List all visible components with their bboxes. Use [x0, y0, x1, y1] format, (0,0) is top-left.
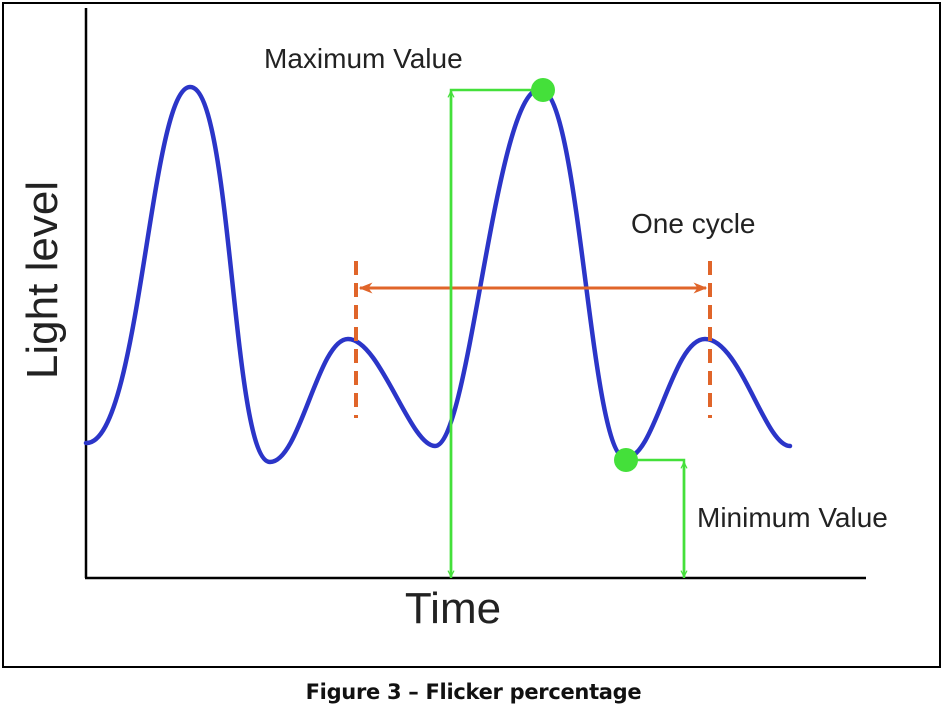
figure-caption: Figure 3 – Flicker percentage [305, 680, 642, 704]
y-axis-label: Light level [18, 181, 67, 379]
x-axis-label: Time [405, 584, 501, 633]
max-point [531, 78, 555, 102]
max-value-label: Maximum Value [264, 43, 463, 74]
max-leader-line [449, 88, 541, 578]
light-waveform [83, 84, 793, 465]
one-cycle-label: One cycle [631, 208, 756, 239]
min-point [614, 448, 638, 472]
figure-frame [2, 2, 941, 668]
min-leader-line [626, 458, 686, 578]
min-value-label: Minimum Value [697, 502, 888, 533]
